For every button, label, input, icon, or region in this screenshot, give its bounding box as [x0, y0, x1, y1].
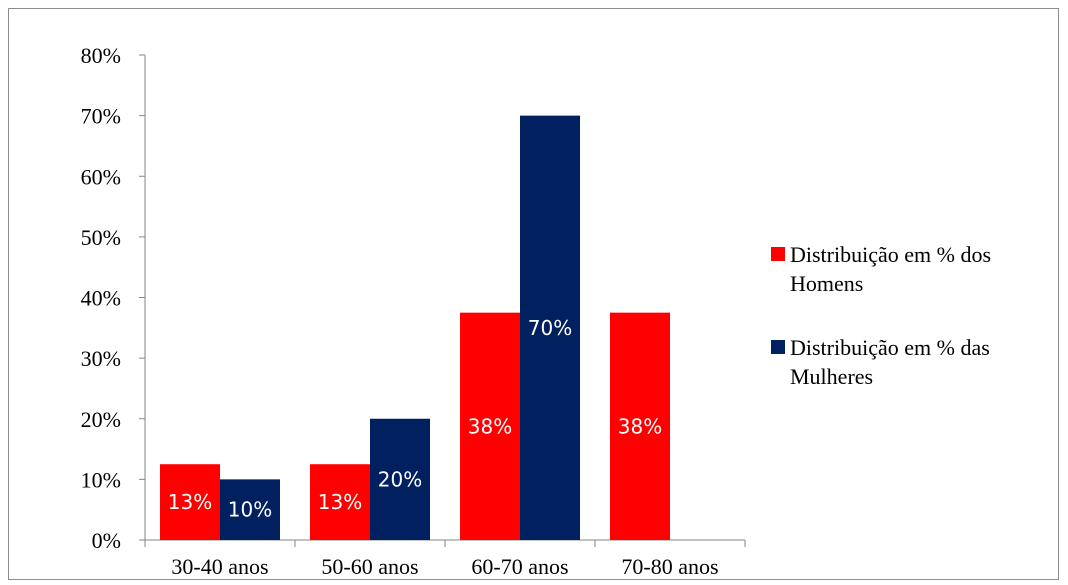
y-tick-label: 70% [81, 104, 121, 129]
legend: Distribuição em % dos Homens Distribuição … [771, 242, 991, 389]
x-tick-label: 50-60 anos [321, 554, 418, 579]
bar [160, 464, 220, 540]
bar [220, 479, 280, 540]
data-labels: 13% 13% 38% 38% 10% 20% 70% [168, 316, 662, 522]
data-label: 13% [168, 490, 212, 514]
legend-label: Distribuição em % das [790, 335, 990, 360]
data-label: 20% [378, 467, 422, 491]
data-label: 13% [318, 490, 362, 514]
bar [610, 312, 670, 540]
axes: 0% 10% 20% 30% 40% 50% 60% 70% 80% 30-40 anos 50-6… [81, 43, 746, 579]
bars [160, 115, 670, 540]
bar [310, 464, 370, 540]
y-tick-label: 50% [81, 225, 121, 250]
legend-label: Distribuição em % dos [790, 242, 991, 267]
legend-swatch [771, 247, 785, 261]
x-tick-label: 70-80 anos [621, 554, 718, 579]
y-tick-label: 20% [81, 407, 121, 432]
legend-label: Homens [790, 271, 863, 296]
legend-label: Mulheres [790, 364, 873, 389]
bar [460, 312, 520, 540]
y-tick-label: 60% [81, 164, 121, 189]
data-label: 70% [528, 316, 572, 340]
y-tick-label: 80% [81, 43, 121, 68]
data-label: 38% [618, 414, 662, 438]
x-tick-label: 60-70 anos [471, 554, 568, 579]
y-tick-label: 40% [81, 286, 121, 311]
y-tick-label: 0% [92, 528, 121, 553]
data-label: 10% [228, 498, 272, 522]
y-tick-label: 10% [81, 467, 121, 492]
bar [370, 418, 430, 540]
data-label: 38% [468, 414, 512, 438]
legend-swatch [771, 340, 785, 354]
bar [520, 115, 580, 540]
y-tick-label: 30% [81, 346, 121, 371]
x-tick-label: 30-40 anos [171, 554, 268, 579]
